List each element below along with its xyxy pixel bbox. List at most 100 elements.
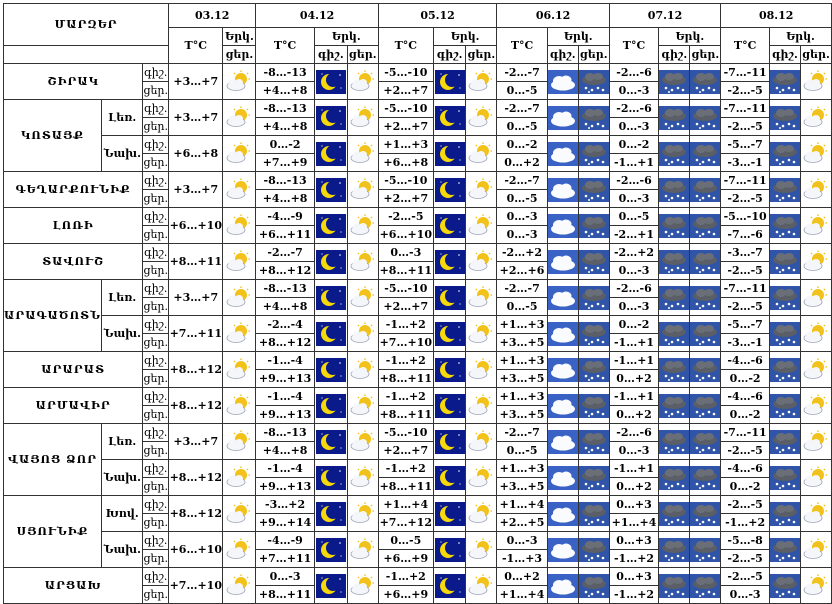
night-icon-cell [658,171,691,208]
temp-value: +8…+11 [168,243,224,280]
night-icon-cell [432,495,467,532]
day-temp-value: 0…-3 [496,225,548,244]
weather-icon-cell [222,171,257,208]
sun-cloud-icon [350,430,374,451]
day-icon-cell [346,351,379,388]
day-temp-value: +4…+8 [255,441,315,460]
day-label: ցեր. [142,441,170,460]
day-temp-value: 0…+2 [496,153,548,172]
night-temp-value: -5…-10 [377,99,434,118]
day-icon-cell [346,135,379,172]
day-icon-cell [465,207,498,244]
subregion-name: Խով. [101,495,144,532]
temp-value: +7…+11 [168,315,224,352]
weather-icon-cell [222,279,257,316]
weather-icon-cell [222,99,257,136]
night-icon-cell [768,351,801,388]
sun-cloud-icon [803,142,827,163]
sun-cloud-icon [468,106,493,127]
night-icon-cell [768,99,801,136]
night-icon-cell [313,171,348,208]
night-label: գիշ. [142,459,170,478]
sun-cloud-icon [350,394,374,415]
table-row: ցեր. +4…+8 +2…+7 0…-5 0…-3 -2…-5 [4,441,832,460]
moon-icon [315,393,346,418]
temp-header: T°C [255,27,315,64]
day-icon-cell [689,387,722,424]
day-temp-value: +7…+11 [255,549,315,568]
moon-icon [434,177,465,202]
night-temp-value: -5…-10 [377,63,434,82]
day-temp-value: +7…+12 [377,513,434,532]
day-icon-cell [799,243,832,280]
sun-cloud-icon [803,214,827,235]
night-temp-value: +1…+3 [496,459,548,478]
night-icon-cell [658,567,691,604]
day-temp-value: +2…+7 [377,189,434,208]
day-temp-value: +8…+11 [377,261,434,280]
sun-cloud-icon [803,70,827,91]
moon-icon [315,105,346,130]
night-temp-value: -2…-5 [720,495,770,514]
dark-snow-cloud-icon [659,429,689,454]
day-temp-value: +6…+11 [255,225,315,244]
night-temp-value: 0…-3 [377,243,434,262]
moon-icon [315,213,346,238]
night-icon-cell [313,423,348,460]
sun-cloud-icon [803,286,827,307]
table-row: ԱՐՑԱԽ գիշ. +7…+10 0…-3 -1…+2 0…+2 0…+3 -2…-5 [2,567,832,604]
night-temp-value: -1…+2 [377,351,434,370]
dark-snow-cloud-icon [690,285,720,310]
day-label: ցեր. [142,189,170,208]
day-icon-cell [346,495,379,532]
erk-header: Երկ. [768,27,832,46]
day-temp-value: -1…+2 [608,585,660,604]
dark-snow-cloud-icon [770,393,800,418]
temp-value: +3…+7 [168,63,224,100]
night-temp-value: 0…-3 [496,207,548,226]
dark-snow-cloud-icon [770,177,800,202]
night-icon-cell [546,531,579,568]
dark-snow-cloud-icon [659,177,689,202]
table-row: ԳԵՂԱՐՔՈՒՆԻՔ գիշ. +3…+7 -8…-13 -5…-10 -2…-7 -2…… [2,171,832,208]
day-icon-cell [577,387,610,424]
day-temp-value: +9…+13 [255,477,315,496]
moon-icon [434,285,465,310]
dark-snow-cloud-icon [770,249,800,274]
night-label: գիշ. [142,243,170,262]
night-icon-cell [546,171,579,208]
sun-cloud-icon [227,106,251,127]
sun-cloud-icon [350,358,374,379]
day-icon-cell [689,171,722,208]
day-temp-value: +4…+8 [255,189,315,208]
table-row: ցեր. +9…+13 +8…+11 +3…+5 0…+2 0…-2 [4,477,832,496]
day-temp-value: -2…-5 [720,189,770,208]
day-temp-value: +8…+11 [377,369,434,388]
cloud-icon [548,321,578,346]
table-row: ԱՐՄԱՎԻՐ գիշ. +8…+12 -1…-4 -1…+2 +1…+3 -1…+1 -4…… [2,387,832,424]
temp-value: +6…+10 [168,207,224,244]
dark-snow-cloud-icon [579,249,609,274]
night-icon-cell [768,207,801,244]
sun-cloud-icon [350,574,374,595]
dark-snow-cloud-icon [770,105,800,130]
night-icon-cell [313,135,348,172]
region-name: ՍՅՈՒՆԻՔ [2,495,103,568]
night-temp-value: -1…+2 [377,315,434,334]
sun-cloud-icon [468,250,493,271]
night-header: գիշ. [313,45,348,64]
night-label: գիշ. [142,171,170,190]
erk-header: Երկ. [432,27,498,46]
sun-cloud-icon [803,430,827,451]
dark-snow-cloud-icon [690,249,720,274]
dark-snow-cloud-icon [770,285,800,310]
night-temp-value: -7…-11 [720,99,770,118]
day-icon-cell [799,279,832,316]
date-header: 06.12 [496,3,610,28]
night-icon-cell [546,567,579,604]
dark-snow-cloud-icon [579,429,609,454]
night-icon-cell [768,135,801,172]
night-temp-value: 0…-2 [608,315,660,334]
night-temp-value: -4…-9 [255,207,315,226]
night-temp-value: -4…-6 [720,459,770,478]
